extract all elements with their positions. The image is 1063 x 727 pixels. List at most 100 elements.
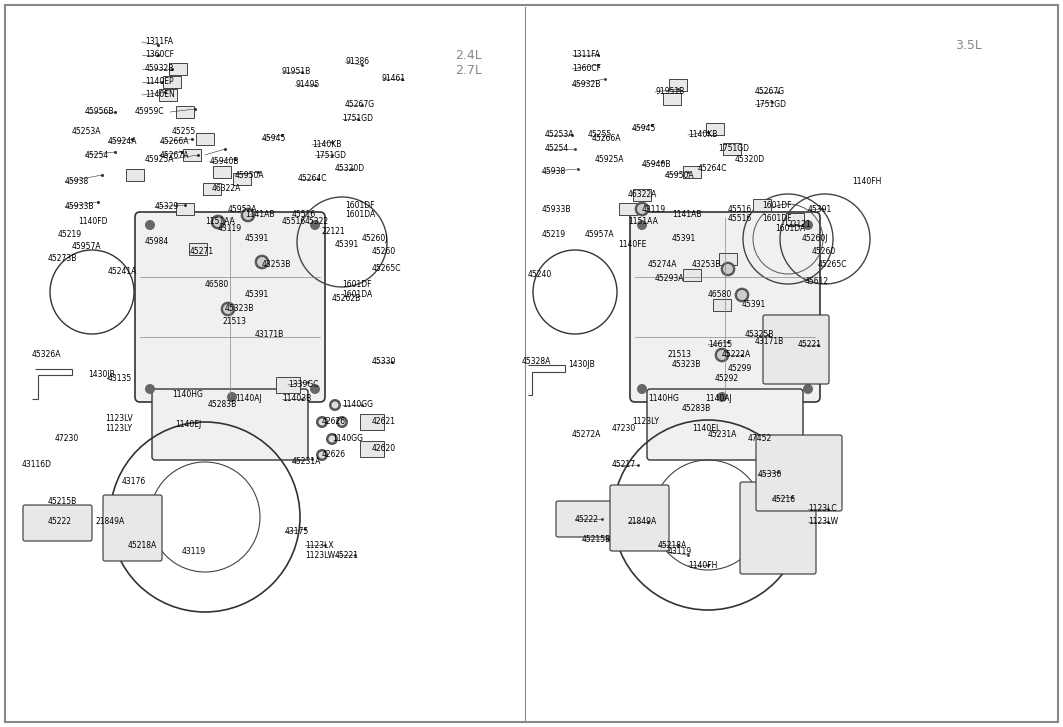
Text: 1140HG: 1140HG	[648, 395, 679, 403]
Circle shape	[223, 304, 233, 314]
Text: 1151AA: 1151AA	[205, 217, 235, 227]
Bar	[360, 414, 384, 430]
Bar	[203, 183, 221, 195]
Text: 45952A: 45952A	[227, 204, 257, 214]
Text: 46322A: 46322A	[212, 185, 241, 193]
Text: 45950A: 45950A	[235, 171, 265, 180]
FancyBboxPatch shape	[647, 389, 803, 460]
Text: 43171B: 43171B	[755, 337, 784, 347]
Circle shape	[221, 302, 235, 316]
Text: 45938: 45938	[542, 167, 567, 177]
Text: 42620: 42620	[372, 444, 396, 454]
Circle shape	[332, 401, 338, 409]
Text: 45984: 45984	[145, 238, 169, 246]
Text: 45221: 45221	[335, 550, 359, 560]
Text: 45959C: 45959C	[135, 108, 165, 116]
FancyBboxPatch shape	[763, 315, 829, 384]
Text: 1123LY: 1123LY	[105, 425, 132, 433]
Text: 1601DF: 1601DF	[762, 201, 792, 209]
Text: 45265C: 45265C	[819, 260, 847, 270]
Text: 42626: 42626	[322, 451, 347, 459]
Text: 45938: 45938	[65, 177, 89, 187]
Bar	[713, 299, 731, 311]
Text: 43253B: 43253B	[261, 260, 291, 270]
Bar	[159, 89, 178, 101]
Circle shape	[721, 262, 735, 276]
Text: 47452: 47452	[748, 435, 772, 443]
FancyBboxPatch shape	[556, 501, 625, 537]
Text: 45293A: 45293A	[655, 275, 685, 284]
Text: 43175: 43175	[285, 528, 309, 537]
Bar	[669, 79, 687, 91]
Text: 45219: 45219	[542, 230, 567, 239]
Bar	[753, 199, 771, 211]
Circle shape	[316, 416, 328, 428]
Text: 45283B: 45283B	[208, 401, 237, 409]
FancyBboxPatch shape	[740, 482, 816, 574]
Bar	[360, 441, 384, 457]
Circle shape	[336, 416, 348, 428]
Text: 45933B: 45933B	[542, 204, 572, 214]
Bar	[632, 189, 651, 201]
Text: 1140EN: 1140EN	[145, 90, 174, 100]
Text: 1123LW: 1123LW	[305, 550, 335, 560]
Text: 1141AB: 1141AB	[244, 211, 274, 220]
Text: 43176: 43176	[122, 478, 147, 486]
Bar	[176, 106, 195, 118]
Text: 1751GD: 1751GD	[315, 150, 345, 159]
Text: 1140EJ: 1140EJ	[692, 425, 719, 433]
Text: 45391: 45391	[808, 204, 832, 214]
Text: 45260: 45260	[372, 247, 396, 257]
Bar	[723, 143, 741, 155]
Text: 45516: 45516	[728, 204, 753, 214]
Text: 91386: 91386	[345, 57, 369, 66]
Text: 45222A: 45222A	[722, 350, 752, 359]
Bar	[719, 253, 737, 265]
Text: 45329: 45329	[155, 203, 180, 212]
Text: 22121: 22121	[788, 220, 812, 230]
Text: 1140KB: 1140KB	[313, 140, 341, 150]
Text: 1140FE: 1140FE	[618, 241, 646, 249]
Text: 21849A: 21849A	[95, 518, 124, 526]
Text: 91951B: 91951B	[655, 87, 685, 97]
Circle shape	[310, 220, 320, 230]
Text: 43253B: 43253B	[692, 260, 722, 270]
Text: 45516: 45516	[292, 211, 317, 220]
Text: 45940B: 45940B	[642, 161, 672, 169]
Text: 45271: 45271	[190, 247, 214, 257]
Text: 45217: 45217	[612, 460, 636, 470]
Text: 21513: 21513	[668, 350, 692, 359]
Text: 45264C: 45264C	[698, 164, 727, 174]
Circle shape	[637, 220, 647, 230]
Text: 45241A: 45241A	[108, 268, 137, 276]
Text: 3.5L: 3.5L	[955, 39, 982, 52]
Circle shape	[243, 210, 253, 220]
Text: 1140GG: 1140GG	[342, 401, 373, 409]
Text: 45950A: 45950A	[665, 171, 694, 180]
Bar	[276, 377, 300, 393]
Text: 45253A: 45253A	[72, 127, 101, 137]
Text: 45924A: 45924A	[108, 137, 137, 147]
Text: 45265C: 45265C	[372, 265, 402, 273]
Text: 45221: 45221	[798, 340, 822, 350]
Bar	[189, 243, 207, 255]
Text: 1140FH: 1140FH	[688, 561, 718, 569]
FancyBboxPatch shape	[630, 212, 820, 402]
Text: 45956B: 45956B	[85, 108, 115, 116]
Text: 1601DA: 1601DA	[775, 225, 806, 233]
Circle shape	[803, 220, 813, 230]
Text: 45391: 45391	[672, 235, 696, 244]
Circle shape	[210, 215, 225, 229]
Text: 45325B: 45325B	[745, 331, 774, 340]
Text: 43116D: 43116D	[22, 460, 52, 470]
Bar	[183, 149, 201, 161]
Text: 1123LC: 1123LC	[808, 505, 837, 513]
Circle shape	[213, 217, 223, 227]
Circle shape	[718, 350, 727, 360]
Text: 46322A: 46322A	[628, 190, 657, 199]
Text: 45273B: 45273B	[48, 254, 78, 263]
Text: 45260: 45260	[812, 247, 837, 257]
Circle shape	[328, 435, 336, 443]
Circle shape	[637, 384, 647, 394]
Text: 1140FD: 1140FD	[78, 217, 107, 227]
